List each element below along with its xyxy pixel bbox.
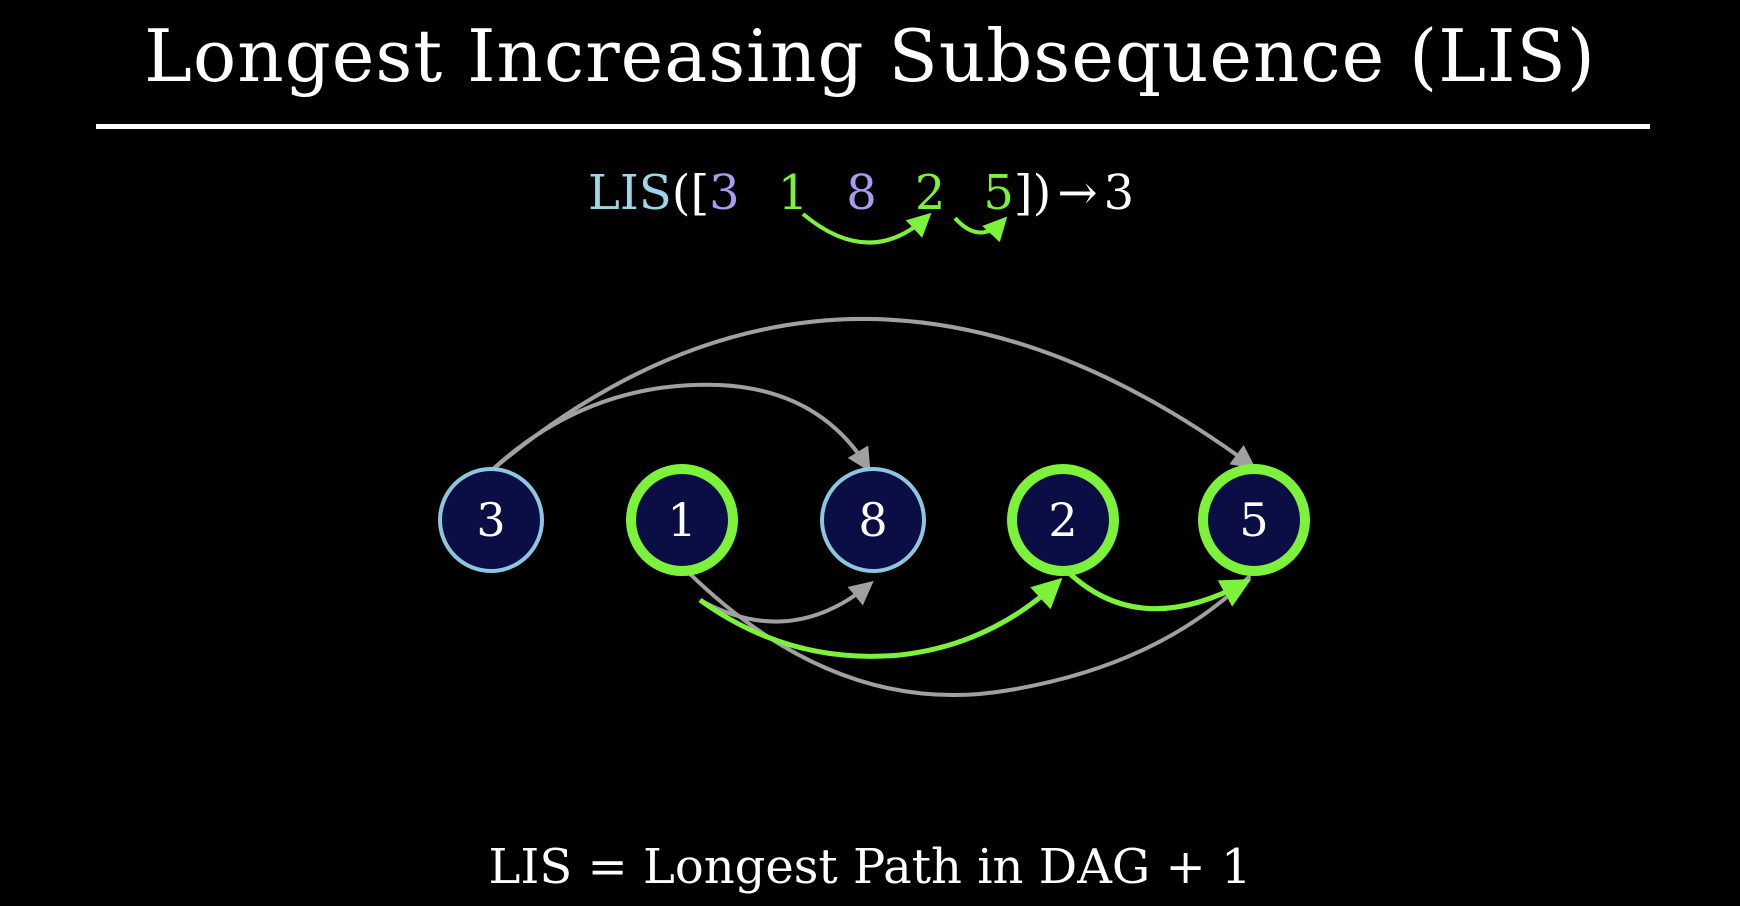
sequence-item: 2 bbox=[914, 165, 946, 221]
node-2: 2 bbox=[1007, 464, 1119, 576]
edge-3-to-8 bbox=[490, 382, 871, 473]
formula-prefix: LIS bbox=[588, 165, 672, 221]
node-label: 5 bbox=[1239, 493, 1268, 547]
node-label: 1 bbox=[667, 493, 696, 547]
arrow-symbol: → bbox=[1057, 165, 1098, 221]
sequence-item: 3 bbox=[709, 165, 740, 221]
footer-equation: LIS = Longest Path in DAG + 1 bbox=[488, 839, 1252, 895]
node-label: 2 bbox=[1048, 493, 1077, 547]
formula-arrow-1-to-2 bbox=[801, 212, 932, 245]
page-title: Longest Increasing Subsequence (LIS) bbox=[144, 14, 1596, 98]
edge-1-to-5 bbox=[686, 570, 1252, 697]
title-divider bbox=[96, 124, 1650, 129]
edge-1-to-8 bbox=[699, 580, 874, 624]
node-8: 8 bbox=[820, 467, 926, 573]
sequence-item: 8 bbox=[846, 165, 877, 221]
formula-arrow-2-to-5 bbox=[953, 216, 1008, 243]
edge-3-to-5 bbox=[490, 317, 1256, 472]
node-5: 5 bbox=[1198, 464, 1310, 576]
edge-1-to-2 bbox=[698, 577, 1063, 659]
edge-2-to-5 bbox=[1066, 570, 1252, 612]
node-1: 1 bbox=[626, 464, 738, 576]
formula-close-bracket: ]) bbox=[1013, 165, 1052, 221]
formula-open-bracket: ([ bbox=[671, 165, 710, 221]
sequence-item: 1 bbox=[777, 165, 809, 221]
node-3: 3 bbox=[438, 467, 544, 573]
node-label: 3 bbox=[476, 493, 505, 547]
sequence-item: 5 bbox=[983, 165, 1014, 221]
node-label: 8 bbox=[858, 493, 887, 547]
lis-formula: LIS([3 1 8 2 5]) → 3 bbox=[588, 158, 1134, 228]
formula-result: 3 bbox=[1103, 165, 1135, 221]
